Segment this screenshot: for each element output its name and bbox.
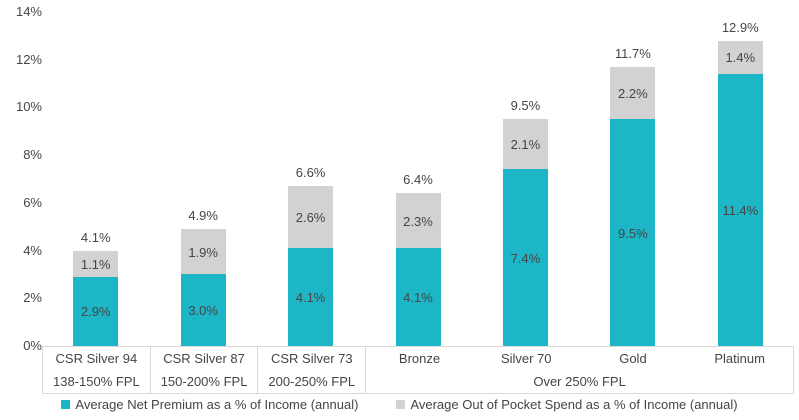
category-label: Silver 70 xyxy=(500,351,552,366)
bar-segment-out-of-pocket xyxy=(502,119,548,170)
category-label: CSR Silver 73 xyxy=(258,347,367,370)
bar-total-label: 6.6% xyxy=(295,165,326,181)
bar-segment-out-of-pocket xyxy=(73,250,119,277)
group-label: Over 250% FPL xyxy=(533,374,626,389)
bar-value-out-of-pocket: 1.9% xyxy=(188,244,218,260)
bar-total-label: 11.7% xyxy=(614,45,651,61)
y-tick-label: 10% xyxy=(15,99,42,115)
y-tick-label: 0% xyxy=(23,338,42,353)
legend-label-out-of-pocket: Average Out of Pocket Spend as a % of In… xyxy=(410,397,738,412)
group-row: 138-150% FPL 150-200% FPL 200-250% FPL Over… xyxy=(43,370,793,393)
y-tick-label: 12% xyxy=(15,51,42,67)
legend-swatch-net-premium-icon xyxy=(61,400,71,409)
bar-segment-net-premium xyxy=(180,274,226,346)
legend-item-net-premium: Average Net Premium as a % of Income (an… xyxy=(61,397,358,412)
bar-segment-out-of-pocket xyxy=(180,229,226,275)
bar-value-out-of-pocket: 2.6% xyxy=(295,210,326,226)
bar-value-out-of-pocket: 2.2% xyxy=(618,86,648,102)
category-axis: CSR Silver 94 CSR Silver 87 CSR Silver 73 B… xyxy=(42,346,794,394)
category-label: Gold xyxy=(619,351,647,366)
bar-segment-out-of-pocket xyxy=(288,186,334,249)
category-label: Bronze xyxy=(398,351,441,366)
y-tick-label: 14% xyxy=(15,4,42,19)
bar-segment-net-premium xyxy=(502,169,548,346)
bar-value-net-premium: 7.4% xyxy=(510,250,541,266)
bar-value-out-of-pocket: 1.1% xyxy=(80,256,111,272)
category-label: CSR Silver 87 xyxy=(151,347,259,370)
bar-value-net-premium: 4.1% xyxy=(295,290,326,306)
group-label: 200-250% FPL xyxy=(258,370,367,393)
legend: Average Net Premium as a % of Income (an… xyxy=(0,397,799,412)
bar-total-label: 9.5% xyxy=(510,98,541,114)
bar-total-label: 6.4% xyxy=(403,172,433,188)
legend-label-net-premium: Average Net Premium as a % of Income (an… xyxy=(75,397,359,412)
bar-value-net-premium: 2.9% xyxy=(80,304,111,320)
group-label: 138-150% FPL xyxy=(43,370,151,393)
y-tick-label: 2% xyxy=(23,290,42,306)
bar-total-label: 4.9% xyxy=(188,208,218,224)
plot-area: 2.9% 1.1% 4.1% 3.0% 1.9% 4.9% 4.1% 2.6% 6.6% 4.1%… xyxy=(42,0,794,346)
legend-item-out-of-pocket: Average Out of Pocket Spend as a % of In… xyxy=(396,397,738,412)
category-row: CSR Silver 94 CSR Silver 87 CSR Silver 73 B… xyxy=(43,347,793,370)
bar-total-label: 12.9% xyxy=(721,19,759,35)
y-tick-label: 4% xyxy=(23,242,42,258)
bar-value-out-of-pocket: 1.4% xyxy=(725,50,756,66)
bar-value-net-premium: 3.0% xyxy=(188,303,218,319)
bar-segment-out-of-pocket xyxy=(395,193,441,249)
bar-value-net-premium: 4.1% xyxy=(403,290,433,306)
bar-segment-out-of-pocket xyxy=(717,40,763,75)
y-tick-label: 8% xyxy=(23,147,42,163)
bar-segment-net-premium xyxy=(395,248,441,346)
bar-segment-net-premium xyxy=(610,119,656,346)
bar-segment-net-premium xyxy=(73,276,119,346)
bar-value-net-premium: 9.5% xyxy=(618,225,648,241)
category-label: Platinum xyxy=(714,351,765,366)
bar-segment-net-premium xyxy=(288,248,334,346)
group-label: 150-200% FPL xyxy=(151,370,259,393)
bar-segment-out-of-pocket xyxy=(610,66,656,120)
legend-swatch-out-of-pocket-icon xyxy=(396,400,406,409)
bar-value-out-of-pocket: 2.3% xyxy=(403,213,433,229)
category-label: CSR Silver 94 xyxy=(43,347,151,370)
bar-total-label: 4.1% xyxy=(80,229,111,245)
bar-value-net-premium: 11.4% xyxy=(722,203,759,219)
y-tick-label: 6% xyxy=(23,194,42,210)
bar-segment-net-premium xyxy=(717,74,763,346)
bar-value-out-of-pocket: 2.1% xyxy=(510,137,541,153)
